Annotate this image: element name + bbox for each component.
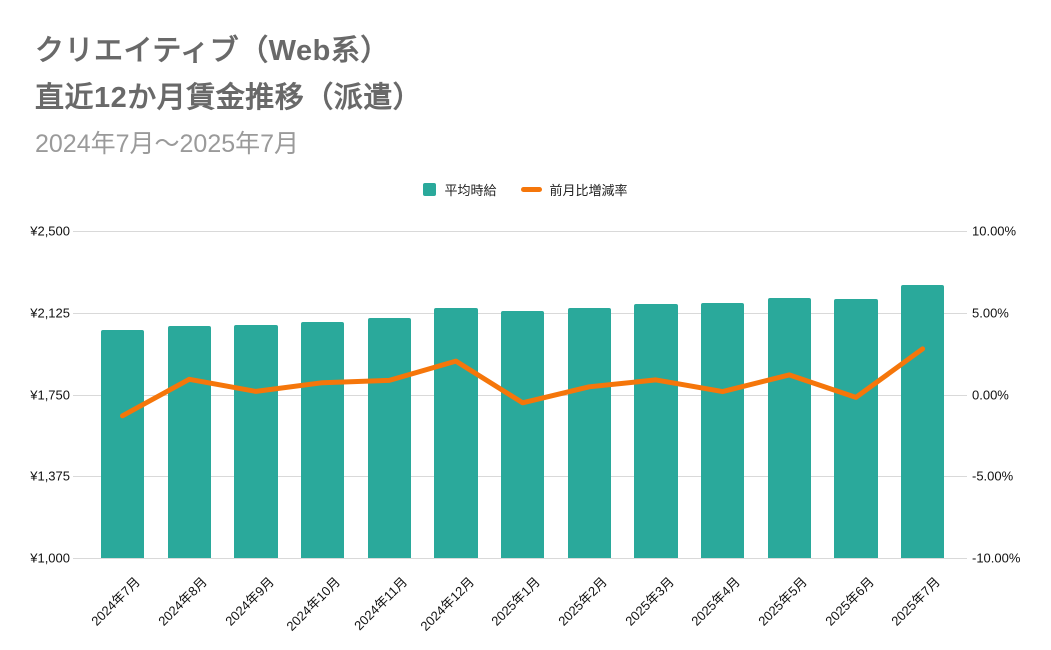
chart-title: クリエイティブ（Web系） 直近12か月賃金推移（派遣） (35, 28, 422, 122)
chart-legend: 平均時給 前月比増減率 (0, 180, 1051, 199)
chart-header: クリエイティブ（Web系） 直近12か月賃金推移（派遣） 2024年7月～202… (35, 28, 422, 159)
x-axis-tick-label: 2025年7月 (888, 574, 944, 629)
y-axis-right-tick-label: 0.00% (972, 387, 1009, 402)
mom-change-line (120, 346, 926, 419)
x-axis-tick-label: 2025年2月 (555, 574, 610, 629)
legend-item-average-wage: 平均時給 (423, 180, 497, 199)
gridline (73, 558, 967, 559)
y-axis-left: ¥2,500 ¥2,125 ¥1,750 ¥1,375 ¥1,000 (0, 224, 70, 566)
x-axis-tick-label: 2024年12月 (416, 574, 477, 634)
bar-month-3 (234, 324, 278, 558)
plot-area (73, 231, 967, 559)
y-axis-right: 10.00% 5.00% 0.00% -5.00% -10.00% (972, 224, 1051, 566)
y-axis-right-tick-label: 5.00% (972, 305, 1009, 321)
y-axis-left-tick-label: ¥2,500 (30, 223, 70, 239)
bar-month-12 (834, 298, 878, 558)
chart-title-line1: クリエイティブ（Web系） (35, 35, 390, 67)
x-axis-tick-label: 2025年1月 (488, 574, 544, 629)
legend-label-average-wage: 平均時給 (444, 182, 497, 198)
x-axis-tick-label: 2024年11月 (350, 574, 410, 634)
chart-title-line2: 直近12か月賃金推移（派遣） (35, 82, 423, 114)
line-series (120, 346, 926, 419)
x-axis-tick-label: 2025年3月 (622, 574, 677, 629)
chart-subtitle: 2024年7月～2025年7月 (35, 130, 300, 158)
x-axis-tick-label: 2025年4月 (688, 574, 744, 629)
x-axis-tick-label: 2025年5月 (755, 574, 810, 629)
y-axis-right-tick-label: -10.00% (972, 550, 1021, 566)
bar-series (73, 231, 967, 558)
bar-month-7 (500, 310, 545, 558)
y-axis-left-tick-label: ¥1,375 (30, 468, 70, 484)
y-axis-left-tick-label: ¥2,125 (30, 305, 70, 321)
bar-month-9 (634, 304, 678, 558)
x-axis: 2024年7月 2024年8月 2024年9月 2024年10月 2024年11月 202… (73, 564, 967, 639)
y-axis-left-tick-label: ¥1,750 (30, 387, 70, 402)
bar-month-6 (434, 308, 478, 558)
y-axis-right-tick-label: 10.00% (972, 223, 1017, 239)
legend-item-mom-change: 前月比増減率 (520, 180, 628, 199)
line-series-swatch-icon (520, 186, 542, 192)
x-axis-tick-label: 2025年6月 (822, 574, 877, 629)
x-axis-tick-label: 2024年8月 (155, 574, 210, 629)
bar-month-5 (367, 317, 411, 558)
legend-label-mom-change: 前月比増減率 (549, 182, 628, 198)
bar-series-swatch-icon (423, 182, 437, 196)
x-axis-tick-label: 2024年9月 (222, 574, 277, 629)
gridline (73, 231, 967, 232)
x-axis-tick-label: 2024年10月 (283, 574, 344, 634)
bar-month-1 (100, 329, 145, 558)
bar-month-8 (567, 308, 611, 558)
x-axis-tick-label: 2024年7月 (88, 574, 144, 629)
bar-month-4 (300, 321, 345, 558)
bar-month-13 (900, 285, 945, 558)
y-axis-left-tick-label: ¥1,000 (30, 550, 70, 566)
y-axis-right-tick-label: -5.00% (972, 468, 1014, 484)
bar-month-2 (167, 325, 211, 558)
bar-month-10 (700, 303, 745, 558)
bar-month-11 (767, 297, 811, 558)
